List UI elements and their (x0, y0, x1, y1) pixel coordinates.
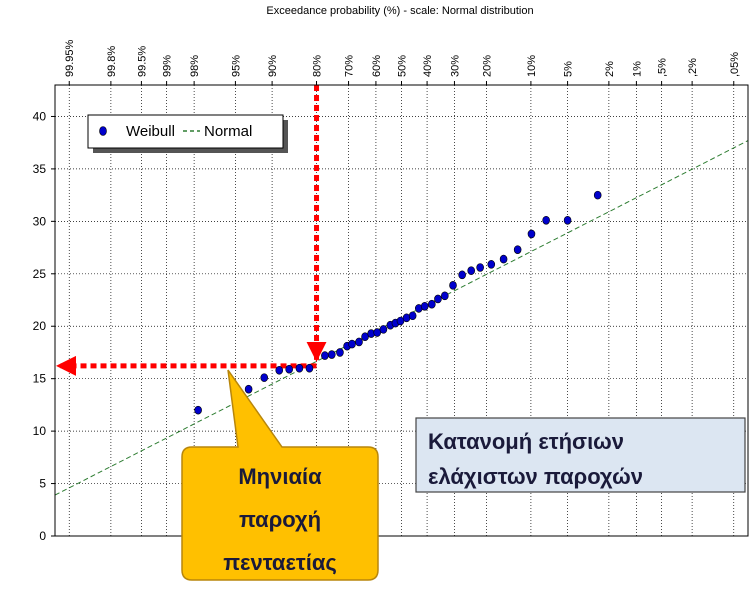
x-tick-label: 99.8% (106, 46, 118, 77)
legend-label: Weibull (126, 123, 175, 140)
callout-text: παροχή (239, 507, 321, 532)
point (285, 364, 293, 374)
point (420, 302, 429, 311)
point (458, 270, 466, 280)
point (355, 337, 363, 347)
point (513, 245, 522, 254)
point (499, 254, 508, 264)
x-tick-label: 30% (449, 55, 461, 77)
point (379, 325, 388, 334)
point (275, 365, 284, 375)
x-tick-label: 50% (397, 55, 409, 77)
y-tick-label: 30 (33, 214, 47, 228)
point (305, 363, 314, 373)
x-tick-label: 80% (312, 55, 324, 77)
x-tick-label: 40% (422, 55, 434, 77)
point (476, 263, 484, 272)
note-text: ελάχιστων παροχών (428, 464, 643, 489)
point (467, 266, 476, 275)
x-tick-label: ,05% (729, 52, 741, 77)
point (336, 348, 344, 357)
x-tick-label: 95% (230, 55, 242, 77)
y-tick-label: 10 (33, 424, 47, 438)
x-tick-label: 1% (631, 61, 643, 77)
point (348, 339, 356, 349)
x-tick-label: 5% (563, 61, 575, 77)
point (194, 405, 202, 415)
point (527, 229, 536, 239)
point (295, 363, 304, 373)
y-tick-label: 25 (33, 267, 47, 281)
point (441, 291, 449, 301)
x-tick-label: 99.95% (64, 39, 76, 77)
callout (181, 369, 379, 581)
chart-title: Exceedance probability (%) - scale: Norm… (266, 5, 533, 17)
x-tick-label: 98% (189, 55, 201, 77)
y-tick-label: 40 (33, 109, 47, 123)
x-tick-label: 70% (344, 55, 356, 77)
point (327, 350, 336, 359)
fit-line (54, 140, 749, 496)
point (542, 216, 550, 225)
y-tick-label: 0 (39, 529, 46, 543)
legend-label: Normal (204, 123, 252, 140)
x-tick-label: 2% (604, 61, 616, 77)
marks (54, 85, 749, 496)
point (244, 384, 253, 394)
point (487, 260, 496, 269)
x-tick-label: 90% (267, 55, 279, 77)
x-tick-label: ,2% (687, 58, 699, 77)
x-tick-label: 60% (371, 55, 383, 77)
legend-marker (99, 126, 107, 136)
x-tick-label: 99% (162, 55, 174, 77)
x-tick-label: 20% (481, 55, 493, 77)
y-tick-label: 20 (33, 319, 47, 333)
point (434, 294, 442, 304)
point (408, 311, 417, 321)
point (449, 281, 457, 290)
y-tick-label: 15 (33, 372, 47, 386)
y-tick-label: 5 (39, 477, 46, 491)
point (321, 351, 329, 360)
point (593, 190, 602, 200)
callout-text: Μηνιαία (238, 464, 322, 489)
x-tick-label: ,5% (657, 58, 669, 77)
note-box (415, 417, 746, 493)
callout-text: πενταετίας (223, 550, 337, 575)
x-tick-label: 99.5% (136, 46, 148, 77)
point (428, 299, 436, 309)
note-text: Κατανομή ετήσιων (428, 429, 624, 454)
x-tick-label: 10% (526, 55, 538, 77)
point (563, 216, 572, 225)
y-tick-label: 35 (33, 162, 47, 176)
point (260, 373, 269, 382)
